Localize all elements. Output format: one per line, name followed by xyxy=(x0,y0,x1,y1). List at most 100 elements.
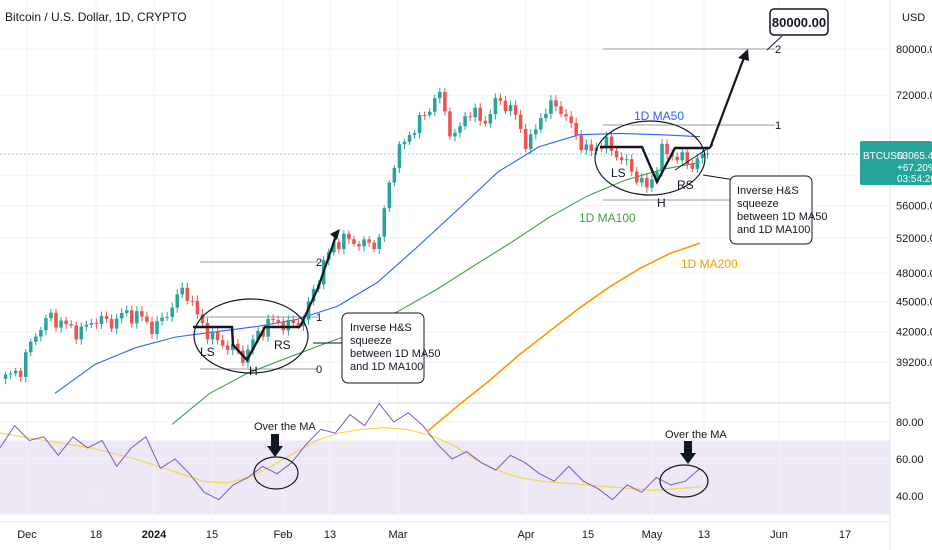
target-box xyxy=(769,8,829,36)
projection-arrow-2 xyxy=(708,54,747,149)
candle-body xyxy=(220,340,225,346)
candle-body xyxy=(539,118,543,130)
note-box-1 xyxy=(341,312,425,384)
target-pointer xyxy=(766,35,783,51)
candle-body xyxy=(417,115,422,134)
h-label-2: H xyxy=(657,196,666,210)
note1-line3: between 1D MA50 xyxy=(350,348,441,360)
candle-body xyxy=(145,316,149,322)
candle-body xyxy=(412,133,417,135)
candle-body xyxy=(23,352,28,377)
candle-body xyxy=(200,314,205,324)
note1-line2: squeeze xyxy=(350,335,392,347)
price-tick-label: 52000.00 xyxy=(896,233,932,245)
price-tag xyxy=(860,141,932,185)
rsi-ma-line[interactable] xyxy=(0,427,701,491)
candle-body xyxy=(79,326,84,340)
candle-body xyxy=(685,152,690,165)
candle-body xyxy=(488,114,493,124)
time-tick-label: 18 xyxy=(90,529,102,541)
fib1-0: 0 xyxy=(316,364,322,376)
candle-body xyxy=(645,177,649,188)
time-tick-label: 2024 xyxy=(142,529,167,541)
candle-body xyxy=(357,243,361,247)
candle-body xyxy=(584,144,589,150)
candle-body xyxy=(443,91,447,112)
candle-body xyxy=(29,341,33,353)
rsi-tick-label: 60.00 xyxy=(896,454,924,466)
ellipse-rsi-2 xyxy=(659,464,709,498)
candle-body xyxy=(195,300,200,315)
candle-body xyxy=(433,98,437,112)
candle-body xyxy=(599,147,604,149)
rsi-band xyxy=(0,440,890,515)
fib1-2: 2 xyxy=(316,257,322,269)
callout-pointer-2 xyxy=(702,174,736,181)
candle-body xyxy=(135,311,139,324)
candle-body xyxy=(448,111,452,137)
candle-body xyxy=(291,319,296,324)
ma100-label: 1D MA100 xyxy=(579,211,636,225)
time-tick-label: Mar xyxy=(389,529,408,541)
candle-body xyxy=(175,294,179,308)
candle-body xyxy=(124,310,129,313)
candle-body xyxy=(44,318,48,331)
price-tick-label: 48000.00 xyxy=(896,268,932,280)
candle-body xyxy=(109,319,114,329)
arrowhead-1 xyxy=(330,229,340,240)
ellipse-pattern-2 xyxy=(594,120,706,196)
candle-body xyxy=(589,144,594,151)
time-axis[interactable]: Dec 18 2024 15 Feb 13 Mar Apr 15 May 13 Jun 17 xyxy=(17,529,851,541)
candle-body xyxy=(503,100,508,112)
ma200-line[interactable] xyxy=(427,242,701,432)
candle-body xyxy=(236,343,240,351)
ls-label-2: LS xyxy=(611,166,626,180)
note1-line1: Inverse H&S xyxy=(350,322,412,334)
candle-body xyxy=(665,143,669,154)
price-tag-price: 63065.42 xyxy=(897,151,932,162)
candle-body xyxy=(13,370,18,374)
candle-body xyxy=(119,312,124,319)
price-tag-change: +67.20% xyxy=(897,163,932,174)
arrowhead-2 xyxy=(738,49,749,61)
candle-body xyxy=(59,320,63,328)
candle-body xyxy=(372,242,376,250)
time-tick-label: 15 xyxy=(582,529,594,541)
fib2-1: 1 xyxy=(775,120,781,132)
ma50-line[interactable] xyxy=(54,132,701,394)
candle-body xyxy=(624,159,629,161)
price-tag-countdown: 03:54:20 xyxy=(897,174,932,185)
candle-body xyxy=(453,132,457,137)
candle-body xyxy=(650,179,654,188)
candle-body xyxy=(256,330,260,340)
time-tick-label: May xyxy=(642,529,663,541)
price-tick-label: 72000.00 xyxy=(896,90,932,102)
candle-body xyxy=(231,343,235,351)
price-axis[interactable]: 39200.00 42000.00 45000.00 48000.00 52000.00… xyxy=(896,44,932,369)
time-tick-label: 17 xyxy=(839,529,851,541)
ma100-line[interactable] xyxy=(171,161,701,425)
callout-pointer-1 xyxy=(674,144,714,171)
currency-label[interactable]: USD xyxy=(902,12,925,24)
candle-body xyxy=(301,319,306,327)
rsi-line[interactable] xyxy=(0,402,701,501)
candle-body xyxy=(130,310,134,324)
candle-body xyxy=(534,129,538,135)
candle-body xyxy=(528,134,533,150)
candle-body xyxy=(463,116,467,127)
candle-body xyxy=(89,323,94,325)
price-tick-label: 39200.00 xyxy=(896,357,932,369)
rsi-tick-label: 80.00 xyxy=(896,417,924,429)
candle-body xyxy=(34,336,38,342)
time-tick-label: 13 xyxy=(698,529,710,541)
candle-body xyxy=(700,153,705,159)
candle-body xyxy=(690,164,695,169)
rsi-axis[interactable]: 40.00 60.00 80.00 xyxy=(896,417,924,503)
candle-body xyxy=(397,144,402,168)
candle-body xyxy=(478,107,482,121)
arrow-down-icon-2 xyxy=(680,441,696,464)
time-tick-label: Feb xyxy=(274,529,293,541)
candle-body xyxy=(261,330,265,337)
note2-line1: Inverse H&S xyxy=(737,185,799,197)
